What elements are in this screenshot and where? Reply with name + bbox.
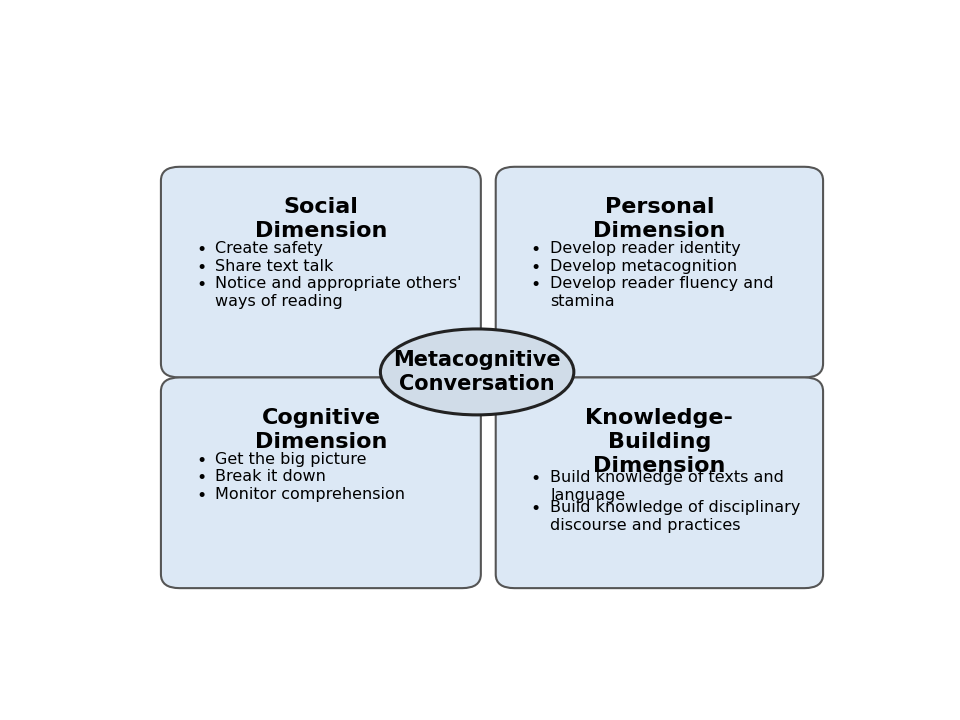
Text: •: • — [531, 241, 540, 259]
FancyBboxPatch shape — [161, 167, 481, 377]
Text: Cognitive
Dimension: Cognitive Dimension — [254, 408, 387, 452]
Text: •: • — [531, 258, 540, 276]
Text: Get the big picture: Get the big picture — [215, 452, 367, 467]
FancyBboxPatch shape — [495, 377, 823, 588]
Text: •: • — [196, 487, 206, 505]
Text: Metacognitive
Conversation: Metacognitive Conversation — [394, 349, 561, 395]
Text: Personal
Dimension: Personal Dimension — [593, 197, 726, 241]
Text: •: • — [196, 276, 206, 294]
Text: Knowledge-
Building
Dimension: Knowledge- Building Dimension — [586, 408, 733, 476]
FancyBboxPatch shape — [161, 377, 481, 588]
Text: •: • — [196, 452, 206, 470]
Text: •: • — [531, 276, 540, 294]
Text: Monitor comprehension: Monitor comprehension — [215, 487, 405, 502]
Text: Break it down: Break it down — [215, 469, 326, 485]
Text: •: • — [196, 258, 206, 276]
Text: •: • — [531, 470, 540, 488]
Text: •: • — [531, 500, 540, 518]
Text: •: • — [196, 469, 206, 487]
Text: Share text talk: Share text talk — [215, 258, 334, 274]
Text: Develop reader identity: Develop reader identity — [550, 241, 741, 256]
Text: Develop metacognition: Develop metacognition — [550, 258, 737, 274]
FancyBboxPatch shape — [495, 167, 823, 377]
Text: •: • — [196, 241, 206, 259]
Text: Build knowledge of texts and
language: Build knowledge of texts and language — [550, 470, 784, 503]
Ellipse shape — [380, 329, 574, 415]
Text: Create safety: Create safety — [215, 241, 324, 256]
Text: Develop reader fluency and
stamina: Develop reader fluency and stamina — [550, 276, 774, 309]
Text: Notice and appropriate others'
ways of reading: Notice and appropriate others' ways of r… — [215, 276, 462, 309]
Text: Build knowledge of disciplinary
discourse and practices: Build knowledge of disciplinary discours… — [550, 500, 801, 533]
Text: Social
Dimension: Social Dimension — [254, 197, 387, 241]
